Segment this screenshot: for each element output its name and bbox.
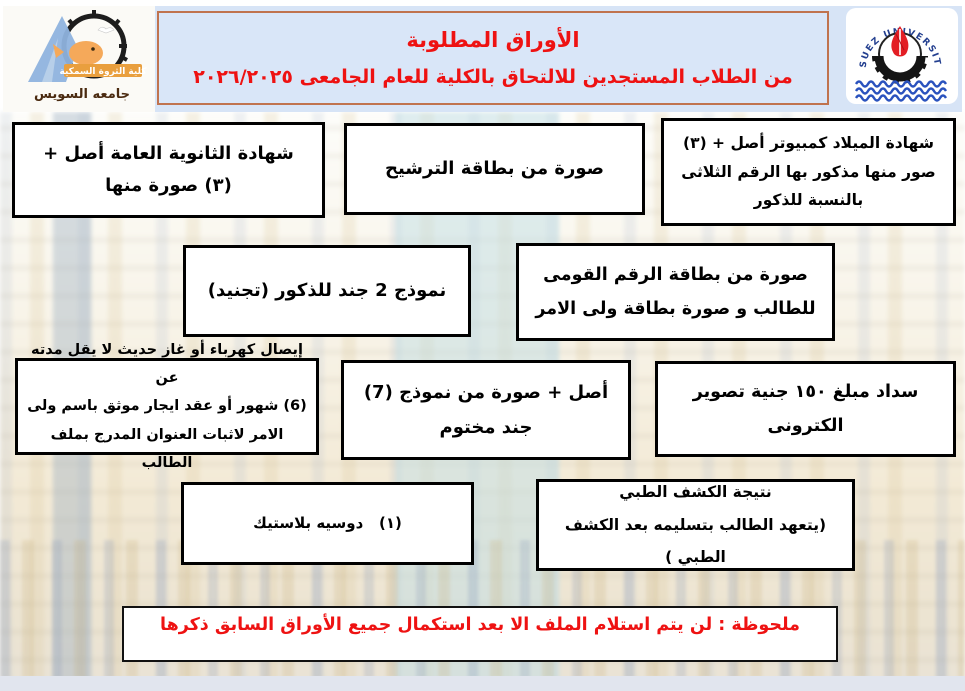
requirement-box-payment-150: سداد مبلغ ١٥٠ جنية تصوير الكترونى — [655, 361, 956, 457]
header-title-box: الأوراق المطلوبة من الطلاب المستجدين للا… — [157, 11, 829, 105]
requirement-box-candidacy-card: صورة من بطاقة الترشيح — [344, 123, 645, 215]
requirement-box-utility-receipt: إيصال كهرباء أو غاز حديث لا يقل مدته عن … — [15, 342, 319, 471]
requirement-text: شهادة الثانوية العامة أصل + (٣) صورة منه… — [43, 142, 294, 196]
university-arc-arabic-text: جامعة السويس — [846, 8, 851, 10]
note-text: ملحوظة : لن يتم استلام الملف الا بعد است… — [160, 615, 800, 635]
requirement-box-form2-military: نموذج 2 جند للذكور (تجنيد) — [183, 245, 471, 337]
note-box: ملحوظة : لن يتم استلام الملف الا بعد است… — [122, 606, 838, 662]
faculty-ribbon: كلية الثروة السمكية — [60, 64, 148, 77]
requirement-text: (١) دوسيه بلاستيك — [253, 514, 402, 532]
requirement-text: شهادة الميلاد كمبيوتر أصل + (٣) صور منها… — [681, 133, 936, 210]
requirement-text: صورة من بطاقة الترشيح — [384, 157, 605, 179]
university-logo-graphic: SUEZ UNIVERSITY جامعة السويس 2012 — [841, 1, 948, 102]
requirement-box-medical-exam: نتيجة الكشف الطبي (يتعهد الطالب بتسليمه … — [536, 479, 855, 571]
requirement-text: إيصال كهرباء أو غاز حديث لا يقل مدته عن … — [27, 341, 307, 471]
requirement-text: سداد مبلغ ١٥٠ جنية تصوير الكترونى — [692, 381, 919, 436]
faculty-name-text: كلية الثروة السمكية — [60, 67, 148, 77]
requirement-text: نتيجة الكشف الطبي (يتعهد الطالب بتسليمه … — [564, 483, 827, 567]
requirement-box-birth-certificate: شهادة الميلاد كمبيوتر أصل + (٣) صور منها… — [661, 118, 956, 226]
flame-icon — [891, 26, 909, 57]
requirement-box-plastic-folder: (١) دوسيه بلاستيك — [181, 482, 474, 565]
requirement-box-thanaweya-certificate: شهادة الثانوية العامة أصل + (٣) صورة منه… — [12, 122, 325, 218]
university-logo: SUEZ UNIVERSITY جامعة السويس 2012 — [841, 1, 958, 104]
waves-icon — [854, 80, 948, 102]
fish-icon — [53, 41, 103, 65]
background-bottom-strip — [0, 676, 965, 691]
faculty-logo: كلية الثروة السمكية جامعه السويس — [6, 8, 152, 110]
requirement-box-national-id: صورة من بطاقة الرقم القومى للطالب و صورة… — [516, 243, 835, 341]
bird-icon — [97, 26, 115, 34]
requirement-text: نموذج 2 جند للذكور (تجنيد) — [207, 279, 447, 301]
page-title: الأوراق المطلوبة — [406, 27, 580, 52]
university-name-arabic-text: جامعه السويس — [34, 87, 130, 102]
founding-year-text: 2012 — [892, 62, 909, 69]
faculty-logo-graphic: كلية الثروة السمكية جامعه السويس — [28, 10, 148, 102]
requirement-text: أصل + صورة من نموذج (7) جند مختوم — [363, 381, 609, 438]
requirement-text: صورة من بطاقة الرقم القومى للطالب و صورة… — [535, 264, 816, 319]
page-subtitle: من الطلاب المستجدين للالتحاق بالكلية للع… — [193, 66, 793, 89]
requirement-box-form7-military: أصل + صورة من نموذج (7) جند مختوم — [341, 360, 631, 460]
